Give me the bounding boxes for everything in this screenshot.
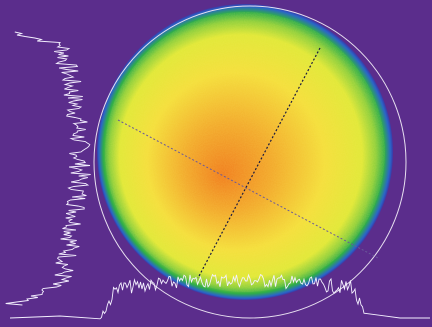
profiles — [5, 31, 430, 320]
beam-texture — [105, 12, 385, 292]
crosshair-line — [117, 119, 379, 259]
vertical-profile — [5, 31, 91, 306]
horizontal-profile — [9, 273, 430, 320]
crosshair-line — [197, 47, 321, 279]
reference-circle — [93, 5, 407, 319]
